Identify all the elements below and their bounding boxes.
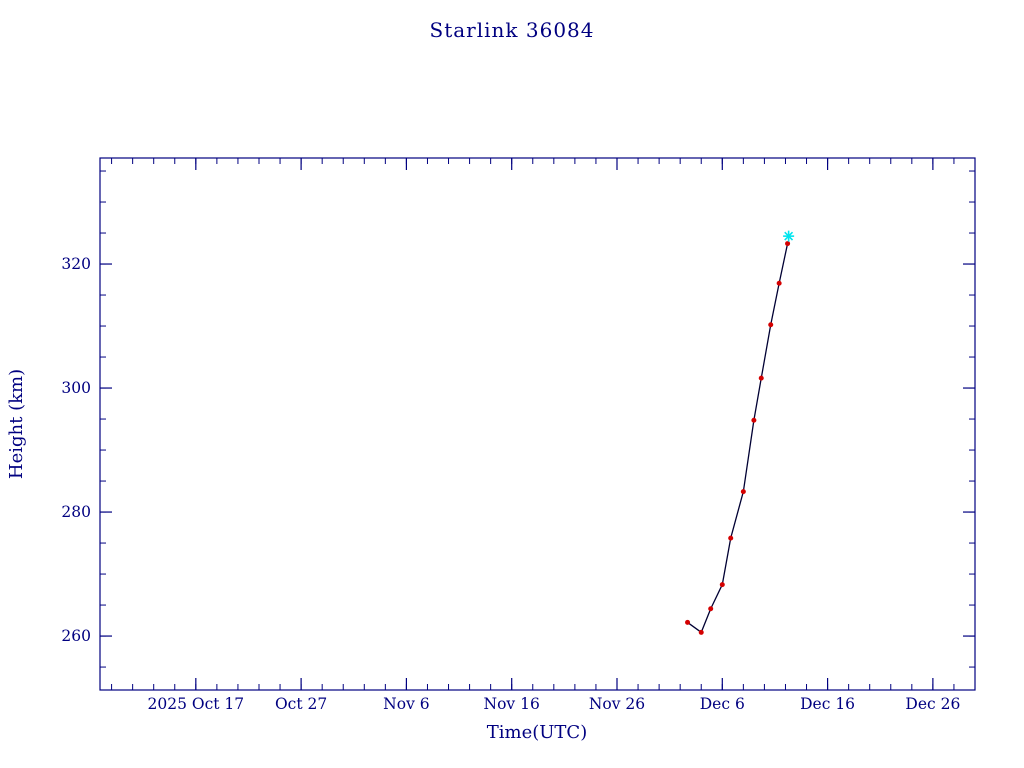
x-tick-label: Dec 16: [800, 695, 855, 713]
data-point: [708, 606, 714, 612]
data-point: [740, 489, 746, 495]
plot-area: 2025 Oct 17 Oct 27 Nov 6 Nov 16 Nov 26 Dec 6 D…: [61, 157, 976, 713]
chart-title: Starlink 36084: [430, 18, 595, 42]
plot-frame: [99, 157, 976, 691]
y-tick-label: 280: [61, 503, 91, 521]
data-point: [785, 241, 791, 247]
data-point: [758, 375, 764, 381]
data-point: [751, 417, 757, 423]
x-tick-label: Nov 16: [484, 695, 540, 713]
height-trend-line: [687, 243, 789, 633]
y-tick-label: 320: [61, 255, 91, 273]
x-tick-label: Nov 6: [383, 695, 429, 713]
data-point: [698, 629, 704, 635]
data-point: [685, 619, 691, 625]
x-tick-label: 2025 Oct 17: [147, 695, 244, 713]
data-point: [768, 322, 774, 328]
data-point: [776, 280, 782, 286]
x-tick-label: Oct 27: [275, 695, 327, 713]
y-tick-label: 260: [61, 627, 91, 645]
x-tick-label: Nov 26: [589, 695, 645, 713]
latest-position-marker: [784, 231, 794, 241]
data-point: [719, 582, 725, 588]
data-point: [728, 535, 734, 541]
x-tick-label: Dec 6: [700, 695, 745, 713]
x-axis-label: Time(UTC): [487, 722, 587, 743]
y-axis-label: Height (km): [6, 369, 27, 479]
x-tick-label: Dec 26: [905, 695, 960, 713]
y-tick-label: 300: [61, 379, 91, 397]
